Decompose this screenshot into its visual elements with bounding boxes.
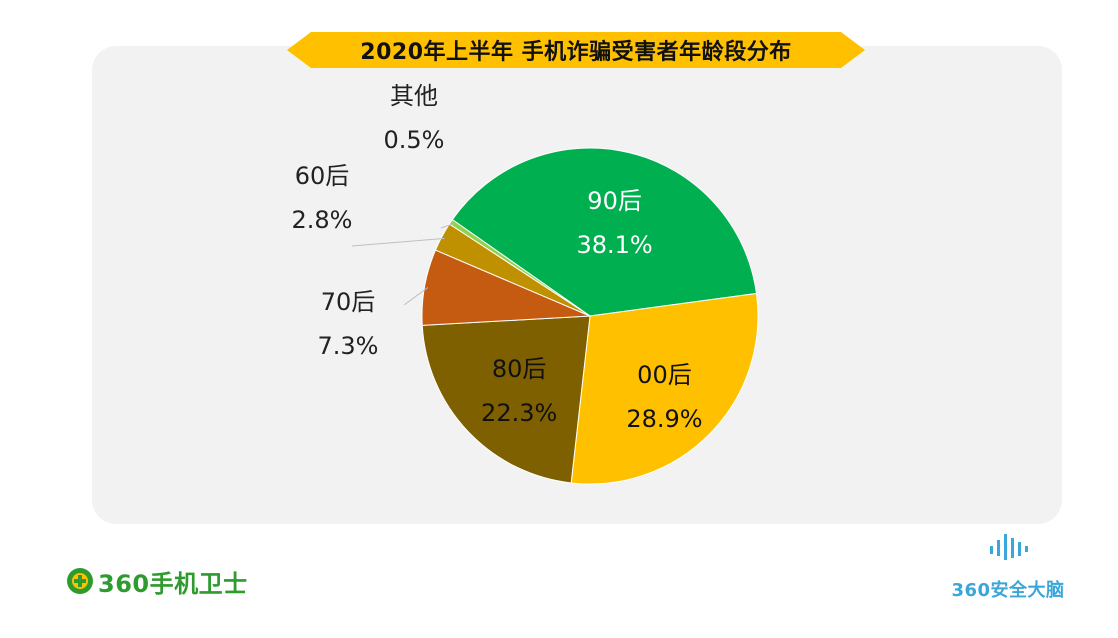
chart-title-banner: 2020年上半年 手机诈骗受害者年龄段分布 bbox=[287, 28, 865, 72]
slice-label-2: 80后 bbox=[492, 355, 547, 383]
sound-wave-icon bbox=[990, 534, 1028, 560]
slice-value-label-0: 38.1% bbox=[576, 231, 652, 259]
brand-logo-right: 360安全大脑 bbox=[938, 532, 1078, 602]
pie-slice-2 bbox=[421, 315, 591, 484]
slice-value-label-3: 7.3% bbox=[318, 332, 379, 360]
slice-value-label-2: 22.3% bbox=[481, 399, 557, 427]
slice-label-5: 其他 bbox=[390, 82, 438, 110]
slice-label-4: 60后 bbox=[295, 162, 350, 190]
slice-label-3: 70后 bbox=[321, 288, 376, 316]
chart-title: 2020年上半年 手机诈骗受害者年龄段分布 bbox=[360, 40, 792, 65]
slice-value-label-1: 28.9% bbox=[626, 405, 702, 433]
leader-line-4 bbox=[351, 237, 445, 247]
shield-plus-icon bbox=[67, 568, 93, 594]
leader-line-3 bbox=[403, 287, 429, 306]
slice-value-label-5: 0.5% bbox=[384, 126, 445, 154]
pie-slice-5 bbox=[448, 218, 591, 317]
pie-slice-0 bbox=[451, 147, 758, 317]
pie-slice-1 bbox=[570, 292, 759, 485]
slice-label-1: 00后 bbox=[637, 361, 692, 389]
brand-right-text: 360安全大脑 bbox=[951, 580, 1065, 601]
slice-value-label-4: 2.8% bbox=[292, 206, 353, 234]
leader-line-5 bbox=[440, 223, 454, 229]
brand-left-text: 360手机卫士 bbox=[98, 569, 248, 598]
slice-label-0: 90后 bbox=[587, 187, 642, 215]
brand-logo-left: 360手机卫士 bbox=[66, 566, 248, 598]
